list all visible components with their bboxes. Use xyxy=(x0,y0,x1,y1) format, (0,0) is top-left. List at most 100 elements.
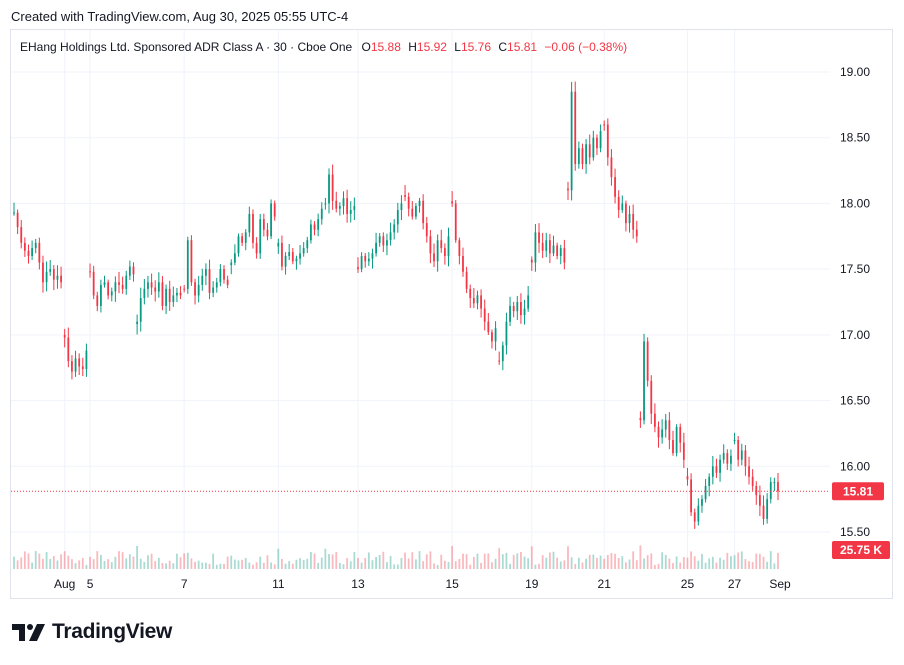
volume-bar xyxy=(548,552,551,569)
tradingview-logo[interactable]: TradingView xyxy=(12,620,172,644)
candle-body xyxy=(31,248,34,256)
volume-bar xyxy=(755,553,758,569)
candle-body xyxy=(740,450,743,460)
candle-body xyxy=(621,203,624,210)
volume-bar xyxy=(581,562,584,569)
candle-body xyxy=(425,223,428,237)
candle-body xyxy=(244,232,247,243)
volume-bar xyxy=(147,555,149,569)
volume-bar xyxy=(382,551,385,569)
tradingview-brand-text: TradingView xyxy=(52,620,173,643)
candle-body xyxy=(469,288,472,299)
candle-body xyxy=(371,253,374,259)
candle-body xyxy=(632,213,635,230)
candle-body xyxy=(411,208,414,217)
volume-bar xyxy=(773,563,776,569)
candle-body xyxy=(386,240,388,246)
volume-bar xyxy=(751,562,754,569)
candle-body xyxy=(299,253,301,259)
candle-body xyxy=(476,295,479,304)
volume-bar xyxy=(364,558,367,569)
candle-body xyxy=(675,426,678,454)
volume-bar xyxy=(632,551,635,569)
candle-body xyxy=(472,298,475,304)
candle-body xyxy=(773,482,776,484)
candle-body xyxy=(103,282,106,285)
y-tick-label: 18.00 xyxy=(840,196,870,210)
volume-bar xyxy=(650,553,653,569)
candle-body xyxy=(693,512,696,522)
x-tick-label: 11 xyxy=(272,577,285,591)
volume-bar xyxy=(215,564,218,569)
candle-body xyxy=(208,269,211,293)
volume-bar xyxy=(625,562,627,569)
candle-body xyxy=(686,476,689,480)
volume-bar xyxy=(404,552,406,569)
candle-body xyxy=(49,269,52,272)
volume-bar xyxy=(71,559,73,569)
candle-body xyxy=(56,275,59,280)
candle-body xyxy=(628,213,631,224)
candle-body xyxy=(331,174,334,201)
volume-bar xyxy=(711,556,714,569)
candle-body xyxy=(556,245,559,256)
volume-bar xyxy=(701,553,703,569)
volume-bar xyxy=(335,552,338,569)
volume-bar xyxy=(682,557,685,569)
candle-body xyxy=(643,341,645,421)
candle-body xyxy=(306,240,309,249)
candle-body xyxy=(143,288,146,299)
volume-bar xyxy=(331,554,334,569)
volume-bar xyxy=(396,564,399,569)
volume-bar xyxy=(697,560,700,569)
volume-bar xyxy=(320,557,323,569)
candle-body xyxy=(223,269,225,280)
y-tick-label: 16.50 xyxy=(840,394,870,408)
x-tick-label: 21 xyxy=(598,577,612,591)
volume-bar xyxy=(233,559,236,569)
volume-bar xyxy=(769,551,772,569)
volume-bar xyxy=(498,548,501,569)
candle-body xyxy=(161,282,164,306)
candle-body xyxy=(42,262,44,283)
volume-bar xyxy=(758,553,761,569)
legend-symbol: EHang Holdings Ltd. Sponsored ADR Class … xyxy=(20,40,353,54)
candle-body xyxy=(672,440,674,454)
volume-bar xyxy=(194,561,196,569)
candle-body xyxy=(262,219,265,230)
volume-bar xyxy=(635,560,638,569)
volume-bar xyxy=(85,564,88,569)
candle-body xyxy=(150,282,153,288)
volume-bar xyxy=(454,561,457,569)
candle-body xyxy=(751,476,754,486)
candle-body xyxy=(367,258,370,262)
candle-body xyxy=(541,242,544,251)
candle-body xyxy=(603,124,606,126)
chart-frame xyxy=(10,29,893,599)
candle-body xyxy=(625,203,627,224)
x-tick-label: 13 xyxy=(351,577,365,591)
y-tick-label: 19.00 xyxy=(840,65,870,79)
candle-body xyxy=(762,505,765,519)
volume-bar xyxy=(157,557,160,569)
candle-body xyxy=(270,203,272,237)
volume-bar xyxy=(20,557,23,569)
candle-body xyxy=(730,455,732,464)
volume-bar xyxy=(226,556,229,569)
candle-body xyxy=(132,266,135,275)
candlestick-chart[interactable]: 15.50 16.00 16.50 17.00 17.50 18.00 18.50 19.00… xyxy=(0,0,904,610)
volume-bar xyxy=(139,558,142,569)
candle-body xyxy=(530,259,533,263)
candle-body xyxy=(415,206,417,217)
volume-bar xyxy=(563,560,566,569)
candle-body xyxy=(78,358,81,367)
x-tick-label: 27 xyxy=(728,577,742,591)
volume-bar xyxy=(118,551,120,569)
volume-bar xyxy=(273,564,276,569)
candle-body xyxy=(201,275,204,285)
candle-body xyxy=(266,229,269,237)
candle-body xyxy=(733,440,736,441)
volume-bar xyxy=(552,551,555,569)
volume-bar xyxy=(317,563,320,569)
candle-body xyxy=(215,282,218,288)
